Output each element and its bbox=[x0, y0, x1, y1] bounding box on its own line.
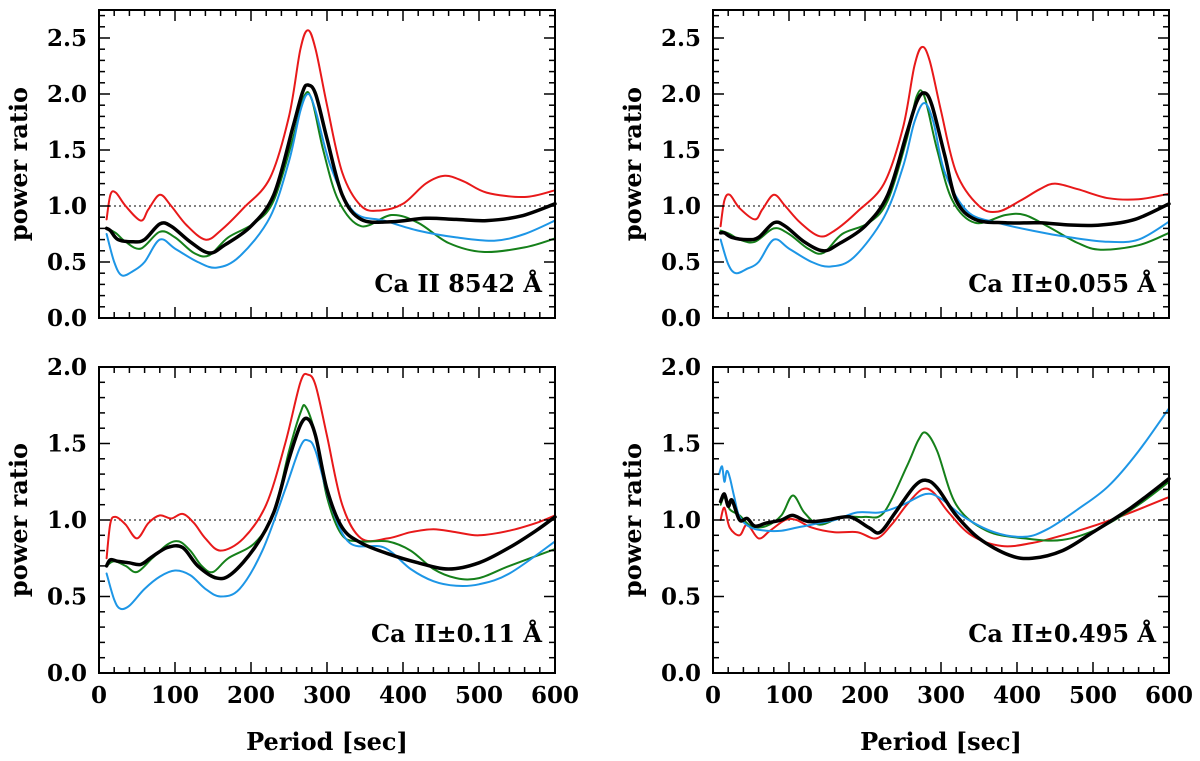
y-tick-label: 0.0 bbox=[661, 305, 701, 332]
x-tick-label: 600 bbox=[531, 682, 579, 709]
series-line-blue bbox=[105, 438, 556, 611]
series-line-blue bbox=[105, 93, 556, 277]
x-tick-label: 300 bbox=[917, 682, 965, 709]
series-line-red bbox=[105, 29, 556, 241]
series-line-green bbox=[105, 91, 556, 258]
y-tick-label: 1.5 bbox=[661, 431, 701, 458]
y-tick-label: 1.0 bbox=[661, 193, 701, 220]
x-tick-label: 300 bbox=[303, 682, 351, 709]
y-tick-label: 1.0 bbox=[661, 507, 701, 534]
y-axis-label: power ratio bbox=[4, 87, 33, 241]
x-tick-label: 200 bbox=[227, 682, 275, 709]
x-tick-label: 600 bbox=[1145, 682, 1193, 709]
series-line-black bbox=[718, 476, 1171, 561]
x-tick-label: 0 bbox=[705, 682, 721, 709]
y-tick-label: 2.5 bbox=[661, 25, 701, 52]
series-line-red bbox=[719, 45, 1170, 238]
series-line-black bbox=[718, 91, 1171, 253]
y-tick-label: 0.5 bbox=[661, 249, 701, 276]
x-tick-label: 100 bbox=[765, 682, 813, 709]
x-tick-label: 400 bbox=[993, 682, 1041, 709]
y-axis-label: power ratio bbox=[618, 443, 647, 597]
y-tick-label: 1.0 bbox=[47, 193, 87, 220]
y-axis-label: power ratio bbox=[618, 87, 647, 241]
x-tick-label: 500 bbox=[455, 682, 503, 709]
y-tick-label: 0.5 bbox=[661, 584, 701, 611]
y-tick-label: 0.5 bbox=[47, 249, 87, 276]
y-tick-label: 1.5 bbox=[47, 137, 87, 164]
series-line-black bbox=[104, 83, 557, 255]
x-tick-label: 500 bbox=[1069, 682, 1117, 709]
panel-label: Ca II±0.495 Å bbox=[968, 619, 1156, 648]
y-tick-label: 2.5 bbox=[47, 25, 87, 52]
x-axis-label: Period [sec] bbox=[860, 727, 1022, 756]
y-tick-label: 0.0 bbox=[47, 305, 87, 332]
x-tick-label: 100 bbox=[151, 682, 199, 709]
y-tick-label: 1.5 bbox=[661, 137, 701, 164]
panel-label: Ca II±0.11 Å bbox=[371, 619, 542, 648]
y-tick-label: 2.0 bbox=[47, 354, 87, 381]
panel-top-left: 0.0 0.5 1.0 1.5 2.0 2.5 Ca II 8542 Å bbox=[47, 9, 557, 332]
series-line-green bbox=[719, 431, 1170, 542]
panel-bottom-left: 0.0 0.5 1.0 1.5 2.0 0 100 200 300 400 500 600 Ca II±… bbox=[47, 354, 579, 709]
y-tick-label: 2.0 bbox=[661, 81, 701, 108]
y-tick-label: 1.0 bbox=[47, 507, 87, 534]
x-tick-label: 0 bbox=[91, 682, 107, 709]
series-line-green bbox=[105, 404, 556, 581]
panel-bottom-right: 0.0 0.5 1.0 1.5 2.0 0 100 200 300 400 500 600 Ca II±… bbox=[661, 354, 1193, 709]
y-tick-label: 1.5 bbox=[47, 431, 87, 458]
y-tick-label: 2.0 bbox=[47, 81, 87, 108]
panel-top-right: 0.0 0.5 1.0 1.5 2.0 2.5 Ca II±0.055 Å bbox=[661, 9, 1171, 332]
y-tick-label: 0.5 bbox=[47, 584, 87, 611]
y-axis-label: power ratio bbox=[4, 443, 33, 597]
series-line-black bbox=[104, 416, 557, 581]
y-tick-label: 2.0 bbox=[661, 354, 701, 381]
panel-label: Ca II 8542 Å bbox=[374, 269, 542, 298]
x-axis-label: Period [sec] bbox=[246, 727, 408, 756]
series-line-blue bbox=[719, 102, 1170, 275]
panel-label: Ca II±0.055 Å bbox=[968, 269, 1156, 298]
y-tick-label: 0.0 bbox=[47, 660, 87, 687]
x-tick-label: 200 bbox=[841, 682, 889, 709]
x-tick-label: 400 bbox=[379, 682, 427, 709]
series-line-red bbox=[105, 372, 556, 560]
y-tick-label: 0.0 bbox=[661, 660, 701, 687]
